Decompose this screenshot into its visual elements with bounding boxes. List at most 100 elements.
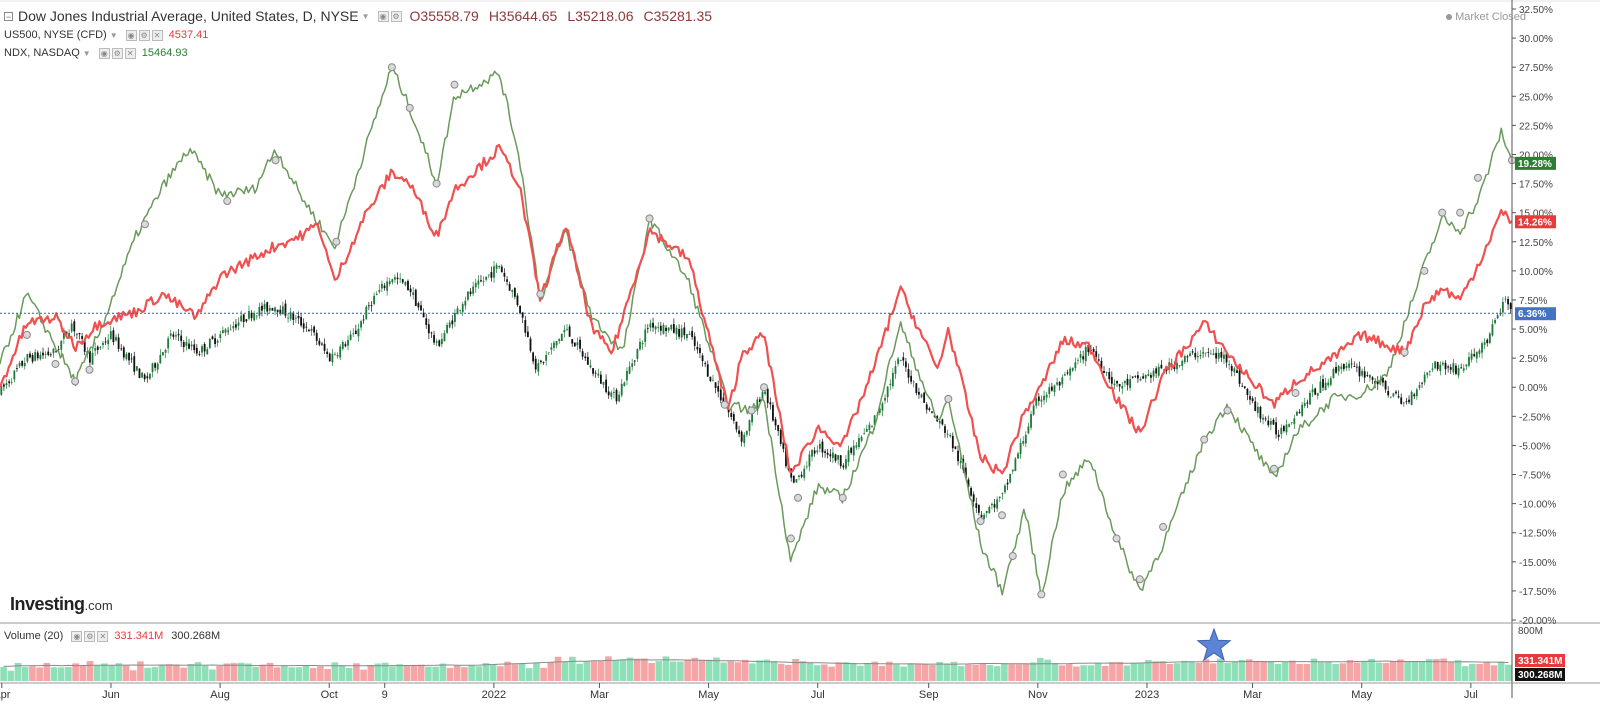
volume-bar: [806, 662, 814, 681]
candle-body: [456, 308, 459, 315]
volume-bar: [0, 666, 7, 681]
candle-body: [438, 340, 441, 347]
volume-bar: [993, 666, 1001, 681]
candle-body: [1264, 418, 1267, 420]
candle-body: [294, 317, 297, 319]
candle-body: [847, 450, 850, 463]
volume-bar: [1310, 658, 1318, 681]
candle-body: [618, 394, 621, 402]
volume-bar: [309, 668, 317, 681]
volume-bar: [1022, 664, 1030, 681]
candle-body: [1236, 370, 1238, 373]
y-tick-label: -7.50%: [1519, 471, 1551, 482]
candle-body: [1233, 368, 1236, 373]
candle-body: [636, 349, 639, 359]
volume-bar: [137, 661, 144, 681]
close-icon[interactable]: ✕: [97, 630, 109, 642]
event-marker: [51, 359, 60, 368]
settings-icon[interactable]: ⚙: [138, 29, 150, 41]
visibility-icon[interactable]: ◉: [98, 47, 110, 59]
candle-body: [837, 455, 840, 460]
candle-body: [918, 391, 920, 395]
main-symbol-title[interactable]: Dow Jones Industrial Average, United Sta…: [18, 8, 359, 24]
candle-body: [263, 303, 266, 310]
visibility-icon[interactable]: ◉: [71, 630, 83, 642]
volume-ma-line: [3, 659, 1509, 667]
event-marker: [1291, 389, 1300, 398]
volume-bar: [1094, 662, 1102, 681]
candle-body: [1436, 361, 1439, 370]
volume-bar: [461, 667, 468, 681]
settings-icon[interactable]: ⚙: [84, 630, 96, 642]
candle-body: [133, 356, 136, 372]
candle-body: [461, 304, 464, 313]
volume-bar: [1145, 660, 1152, 681]
candle-body: [1434, 361, 1437, 369]
visibility-icon[interactable]: ◉: [377, 10, 389, 22]
candle-body: [868, 424, 871, 430]
volume-bar: [605, 656, 612, 681]
candle-body: [1277, 434, 1280, 437]
candle-body: [1413, 394, 1416, 397]
volume-label[interactable]: Volume (20): [4, 630, 64, 642]
candle-body: [1355, 366, 1358, 368]
event-marker: [22, 330, 31, 339]
candle-body: [1470, 353, 1473, 360]
volume-bar: [1411, 661, 1419, 681]
candle-body: [1486, 339, 1489, 344]
event-markers: [22, 63, 1516, 599]
candle-body: [1113, 383, 1116, 386]
volume-bar: [453, 665, 461, 681]
chevron-down-icon[interactable]: ▼: [361, 11, 370, 21]
close-icon[interactable]: ✕: [124, 47, 136, 59]
candle-body: [375, 293, 378, 296]
candle-body: [467, 291, 469, 300]
candle-body: [938, 420, 941, 424]
candle-body: [472, 286, 475, 294]
candle-body: [1181, 360, 1184, 366]
volume-bar: [957, 666, 965, 681]
compare-symbol-spx[interactable]: US500, NYSE (CFD): [4, 29, 107, 41]
event-marker: [405, 103, 414, 112]
candle-body: [670, 324, 673, 330]
event-marker: [944, 394, 953, 403]
event-marker: [332, 237, 341, 246]
volume-bar: [1152, 661, 1159, 681]
volume-bar: [590, 661, 598, 681]
candle-body: [1311, 389, 1314, 393]
candle-body: [735, 421, 738, 430]
chevron-down-icon[interactable]: ▼: [109, 30, 118, 40]
candle-body: [1481, 343, 1483, 353]
candle-body: [1048, 387, 1051, 394]
candle-body: [57, 349, 60, 351]
candle-body: [1095, 351, 1098, 357]
candle-body: [1384, 380, 1387, 390]
candle-body: [34, 352, 37, 361]
settings-icon[interactable]: ⚙: [111, 47, 123, 59]
volume-bar: [741, 659, 749, 681]
volume-bar: [389, 666, 396, 681]
candle-body: [130, 358, 133, 360]
volume-bar: [1217, 658, 1224, 681]
volume-bar: [1231, 661, 1239, 681]
candle-body: [1421, 382, 1423, 384]
candle-body: [1473, 354, 1476, 357]
candle-body: [678, 329, 681, 337]
volume-bar: [281, 665, 288, 681]
volume-bar: [504, 661, 511, 681]
volume-bar: [511, 664, 519, 681]
candle-body: [1290, 422, 1293, 424]
volume-badge-2-bg: [1515, 668, 1565, 681]
candle-body: [667, 327, 670, 331]
collapse-legend-button[interactable]: −: [4, 11, 13, 22]
candle-body: [1348, 363, 1350, 368]
chevron-down-icon[interactable]: ▼: [82, 48, 91, 58]
candle-body: [1061, 377, 1064, 385]
visibility-icon[interactable]: ◉: [125, 29, 137, 41]
candle-body: [1309, 392, 1311, 405]
volume-bar: [669, 661, 677, 681]
y-tick-label: 10.00%: [1519, 267, 1553, 278]
close-icon[interactable]: ✕: [151, 29, 163, 41]
compare-symbol-ndx[interactable]: NDX, NASDAQ: [4, 47, 80, 59]
settings-icon[interactable]: ⚙: [390, 10, 402, 22]
